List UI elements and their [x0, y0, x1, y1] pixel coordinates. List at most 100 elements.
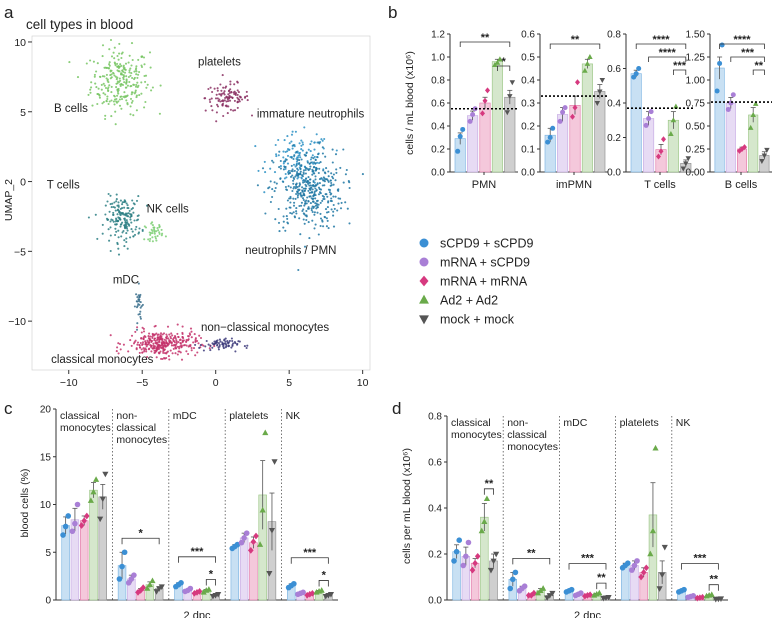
d-point	[649, 527, 657, 534]
b-point	[545, 139, 551, 145]
umap-point	[160, 228, 163, 231]
c-point	[215, 592, 222, 598]
umap-point	[210, 97, 213, 100]
umap-point	[232, 109, 235, 112]
legend-label: Ad2 + Ad2	[440, 294, 498, 308]
umap-point	[109, 38, 113, 42]
umap-point	[299, 170, 302, 173]
b-point	[467, 118, 473, 124]
umap-point	[254, 145, 257, 148]
umap-point	[177, 336, 180, 339]
umap-point	[318, 142, 321, 145]
umap-point	[141, 341, 145, 344]
umap-point	[323, 137, 326, 141]
umap-point	[220, 89, 223, 92]
umap-point	[264, 212, 267, 215]
umap-point	[140, 348, 143, 351]
umap-point	[337, 189, 340, 192]
umap-point	[321, 199, 324, 202]
umap-point	[155, 348, 158, 351]
umap-point	[228, 99, 232, 102]
umap-label: T cells	[47, 180, 80, 192]
umap-point	[172, 347, 175, 350]
umap-point	[312, 200, 315, 203]
b-point	[504, 110, 511, 116]
b-point	[685, 156, 692, 162]
umap-point	[283, 139, 286, 142]
umap-point	[182, 337, 185, 340]
umap-point	[296, 194, 299, 197]
umap-point	[185, 338, 188, 341]
c-bar	[89, 489, 98, 601]
umap-point	[311, 154, 314, 157]
d-point	[546, 593, 553, 599]
umap-point	[319, 217, 323, 220]
umap-point	[114, 223, 117, 226]
b-ytick-label: 0.25	[686, 145, 706, 156]
umap-point	[304, 187, 307, 190]
d-xlabel: 2 dpc	[574, 610, 601, 618]
d-ylabel: cells per mL blood (x10⁶)	[401, 448, 413, 564]
umap-point	[124, 214, 127, 217]
umap-point	[130, 208, 133, 211]
umap-point	[313, 148, 316, 151]
umap-point	[150, 222, 153, 225]
umap-point	[306, 196, 309, 199]
umap-point	[172, 338, 175, 341]
umap-point	[120, 56, 123, 60]
umap-point	[233, 340, 236, 344]
umap-point	[292, 197, 295, 200]
umap-point	[202, 349, 205, 352]
umap-point	[132, 114, 135, 117]
umap-point	[309, 165, 312, 168]
umap-point	[313, 213, 316, 216]
umap-point	[225, 85, 228, 88]
umap-point	[187, 345, 190, 348]
umap-point	[169, 335, 172, 338]
umap-point	[332, 173, 335, 176]
umap-point	[125, 78, 128, 81]
umap-point	[101, 232, 104, 235]
umap-point	[288, 142, 291, 145]
umap-point	[123, 217, 126, 220]
umap-point	[101, 75, 104, 78]
b-ytick-label: 1.0	[431, 53, 445, 64]
umap-point	[213, 340, 216, 343]
umap-point	[302, 172, 305, 175]
umap-point	[305, 151, 308, 154]
umap-point	[279, 159, 282, 163]
umap-point	[337, 202, 340, 205]
umap-point	[300, 176, 303, 179]
umap-point	[135, 109, 138, 112]
b-point	[582, 67, 588, 73]
umap-point	[112, 71, 115, 74]
umap-point	[230, 346, 233, 349]
umap-point	[285, 215, 288, 218]
umap-point	[227, 105, 230, 108]
umap-point	[315, 184, 318, 187]
legend-marker-triangle-down	[419, 315, 429, 325]
umap-point	[137, 214, 140, 217]
umap-point	[120, 83, 123, 86]
umap-point	[165, 341, 168, 344]
d-point	[652, 444, 659, 451]
umap-point	[181, 331, 184, 334]
umap-point	[116, 54, 119, 58]
umap-point	[164, 345, 167, 348]
umap-point	[110, 91, 113, 94]
umap-point	[324, 172, 327, 175]
umap-point	[291, 168, 294, 171]
umap-point	[139, 301, 142, 304]
b-point	[747, 124, 754, 130]
umap-point	[158, 223, 161, 227]
umap-point	[296, 177, 299, 180]
umap-point	[295, 162, 299, 165]
c-point	[191, 589, 198, 597]
b-xlabel: B cells	[725, 179, 758, 191]
umap-ytick-label: 10	[14, 37, 26, 49]
umap-point	[199, 344, 202, 347]
c-point	[65, 513, 72, 519]
umap-point	[308, 181, 311, 184]
umap-point	[157, 229, 160, 232]
